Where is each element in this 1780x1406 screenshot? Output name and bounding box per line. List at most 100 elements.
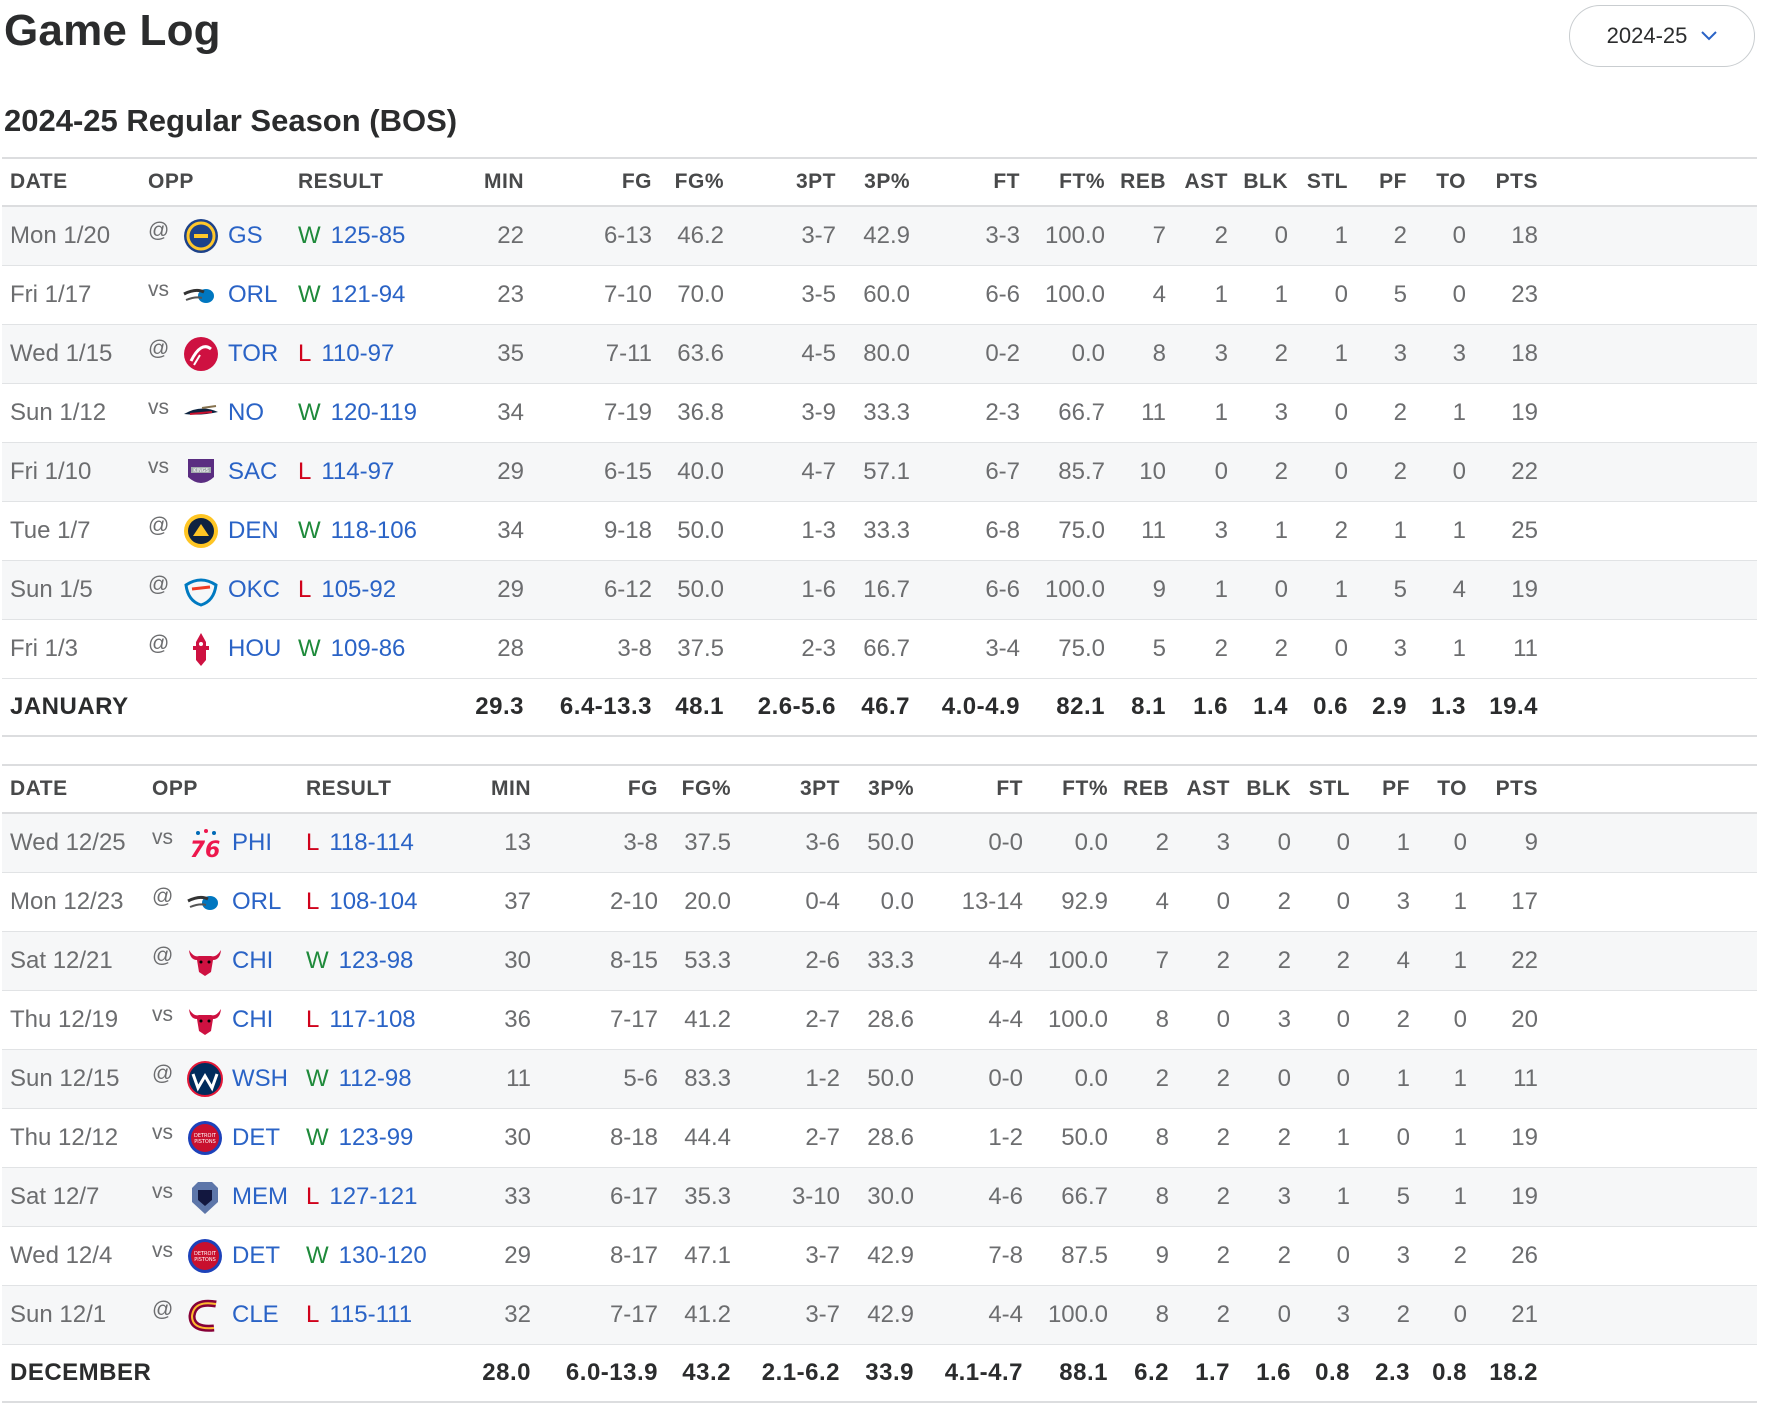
column-header-fg[interactable]: FG bbox=[627, 777, 658, 800]
opponent-team-link[interactable]: GS bbox=[228, 222, 263, 249]
column-header-opp[interactable]: OPP bbox=[152, 777, 198, 800]
column-header-to[interactable]: TO bbox=[1437, 777, 1467, 800]
game-score-link[interactable]: 123-98 bbox=[338, 947, 414, 974]
game-score-link[interactable]: 115-111 bbox=[329, 1301, 413, 1328]
column-header-result[interactable]: RESULT bbox=[298, 170, 384, 193]
column-header-3p-pct[interactable]: 3P% bbox=[864, 170, 910, 193]
column-header-3pt[interactable]: 3PT bbox=[799, 777, 840, 800]
bulls-team-logo-icon[interactable] bbox=[186, 942, 224, 980]
stat-stl: 0 bbox=[1336, 829, 1350, 856]
column-header-ft-pct[interactable]: FT% bbox=[1062, 777, 1108, 800]
game-score-link[interactable]: 120-119 bbox=[330, 399, 417, 426]
column-header-min[interactable]: MIN bbox=[484, 170, 524, 193]
column-header-date[interactable]: DATE bbox=[10, 777, 68, 800]
column-header-fg[interactable]: FG bbox=[621, 170, 652, 193]
column-header-ast[interactable]: AST bbox=[1186, 777, 1230, 800]
opponent-team-link[interactable]: ORL bbox=[228, 281, 278, 308]
kings-team-logo-icon[interactable]: KINGS bbox=[182, 453, 220, 491]
column-header-pf[interactable]: PF bbox=[1379, 170, 1407, 193]
column-header-blk[interactable]: BLK bbox=[1246, 777, 1291, 800]
opponent-cell: @ CLE bbox=[152, 1286, 279, 1344]
opponent-team-link[interactable]: DET bbox=[232, 1242, 280, 1269]
opponent-team-link[interactable]: OKC bbox=[228, 576, 281, 603]
average-3pt: 2.6-5.6 bbox=[757, 693, 836, 720]
column-header-to[interactable]: TO bbox=[1436, 170, 1466, 193]
season-dropdown[interactable]: 2024-25 bbox=[1569, 5, 1755, 67]
opponent-team-link[interactable]: TOR bbox=[228, 340, 279, 367]
opponent-team-link[interactable]: HOU bbox=[228, 635, 282, 662]
game-score-link[interactable]: 121-94 bbox=[330, 281, 406, 308]
column-header-reb[interactable]: REB bbox=[1123, 777, 1169, 800]
column-header-pts[interactable]: PTS bbox=[1495, 170, 1538, 193]
opponent-team-link[interactable]: ORL bbox=[232, 888, 282, 915]
cavaliers-team-logo-icon[interactable] bbox=[186, 1296, 224, 1334]
opponent-team-link[interactable]: CLE bbox=[232, 1301, 279, 1328]
game-score-link[interactable]: 112-98 bbox=[338, 1065, 412, 1092]
pelicans-team-logo-icon[interactable] bbox=[182, 394, 220, 432]
stat-pts: 19 bbox=[1511, 1124, 1538, 1151]
column-header-reb[interactable]: REB bbox=[1120, 170, 1166, 193]
column-header-min[interactable]: MIN bbox=[491, 777, 531, 800]
stat-to: 4 bbox=[1452, 576, 1466, 603]
stat-stl: 0 bbox=[1336, 1006, 1350, 1033]
opponent-team-link[interactable]: NO bbox=[228, 399, 264, 426]
nuggets-team-logo-icon[interactable] bbox=[182, 512, 220, 550]
magic-team-logo-icon[interactable] bbox=[182, 276, 220, 314]
opponent-team-link[interactable]: WSH bbox=[232, 1065, 288, 1092]
game-score-link[interactable]: 127-121 bbox=[329, 1183, 418, 1210]
game-score-link[interactable]: 118-114 bbox=[329, 829, 414, 856]
game-score-link[interactable]: 118-106 bbox=[330, 517, 417, 544]
magic-team-logo-icon[interactable] bbox=[186, 883, 224, 921]
game-score-link[interactable]: 117-108 bbox=[329, 1006, 416, 1033]
stat-3pt: 3-9 bbox=[801, 399, 836, 426]
pistons-team-logo-icon[interactable]: DETROIT PISTONS bbox=[186, 1119, 224, 1157]
column-header-pts[interactable]: PTS bbox=[1495, 777, 1538, 800]
warriors-team-logo-icon[interactable] bbox=[182, 217, 220, 255]
column-header-stl[interactable]: STL bbox=[1308, 777, 1350, 800]
column-header-date[interactable]: DATE bbox=[10, 170, 68, 193]
raptors-team-logo-icon[interactable] bbox=[182, 335, 220, 373]
column-header-ft[interactable]: FT bbox=[993, 170, 1020, 193]
game-score-link[interactable]: 125-85 bbox=[330, 222, 406, 249]
column-header-ast[interactable]: AST bbox=[1184, 170, 1228, 193]
game-score-link[interactable]: 109-86 bbox=[330, 635, 406, 662]
76ers-team-logo-icon[interactable]: 76 bbox=[186, 824, 224, 862]
game-date: Wed 1/15 bbox=[10, 340, 113, 367]
game-score-link[interactable]: 110-97 bbox=[321, 340, 395, 367]
stat-pts: 19 bbox=[1511, 399, 1538, 426]
opponent-team-link[interactable]: MEM bbox=[232, 1183, 288, 1210]
stat-3p-pct: 66.7 bbox=[863, 635, 910, 662]
bulls-team-logo-icon[interactable] bbox=[186, 1001, 224, 1039]
column-header-3pt[interactable]: 3PT bbox=[795, 170, 836, 193]
rockets-team-logo-icon[interactable] bbox=[182, 630, 220, 668]
column-header-ft[interactable]: FT bbox=[996, 777, 1023, 800]
stat-pf: 3 bbox=[1393, 340, 1407, 367]
wizards-team-logo-icon[interactable] bbox=[186, 1060, 224, 1098]
opponent-team-link[interactable]: PHI bbox=[232, 829, 273, 856]
thunder-team-logo-icon[interactable] bbox=[182, 571, 220, 609]
column-header-fg-pct[interactable]: FG% bbox=[674, 170, 724, 193]
opponent-team-link[interactable]: DEN bbox=[228, 517, 279, 544]
column-header-result[interactable]: RESULT bbox=[306, 777, 392, 800]
column-header-3p-pct[interactable]: 3P% bbox=[868, 777, 914, 800]
pistons-team-logo-icon[interactable]: DETROIT PISTONS bbox=[186, 1237, 224, 1275]
column-header-blk[interactable]: BLK bbox=[1243, 170, 1288, 193]
december-game-log-table: DATE OPP RESULT MIN FG FG% 3PT 3P% FT FT% REB AST BL… bbox=[2, 764, 1757, 1403]
stat-ft-pct: 87.5 bbox=[1061, 1242, 1108, 1269]
opponent-team-link[interactable]: CHI bbox=[232, 1006, 274, 1033]
game-score-link[interactable]: 105-92 bbox=[321, 576, 397, 603]
game-score-link[interactable]: 130-120 bbox=[338, 1242, 427, 1269]
column-header-pf[interactable]: PF bbox=[1382, 777, 1410, 800]
stat-ft-pct: 66.7 bbox=[1058, 399, 1105, 426]
opponent-team-link[interactable]: DET bbox=[232, 1124, 280, 1151]
game-score-link[interactable]: 114-97 bbox=[321, 458, 395, 485]
column-header-stl[interactable]: STL bbox=[1306, 170, 1348, 193]
opponent-team-link[interactable]: CHI bbox=[232, 947, 274, 974]
game-score-link[interactable]: 123-99 bbox=[338, 1124, 414, 1151]
opponent-team-link[interactable]: SAC bbox=[228, 458, 278, 485]
game-score-link[interactable]: 108-104 bbox=[329, 888, 418, 915]
column-header-fg-pct[interactable]: FG% bbox=[681, 777, 731, 800]
grizzlies-team-logo-icon[interactable] bbox=[186, 1178, 224, 1216]
column-header-opp[interactable]: OPP bbox=[148, 170, 194, 193]
column-header-ft-pct[interactable]: FT% bbox=[1059, 170, 1105, 193]
